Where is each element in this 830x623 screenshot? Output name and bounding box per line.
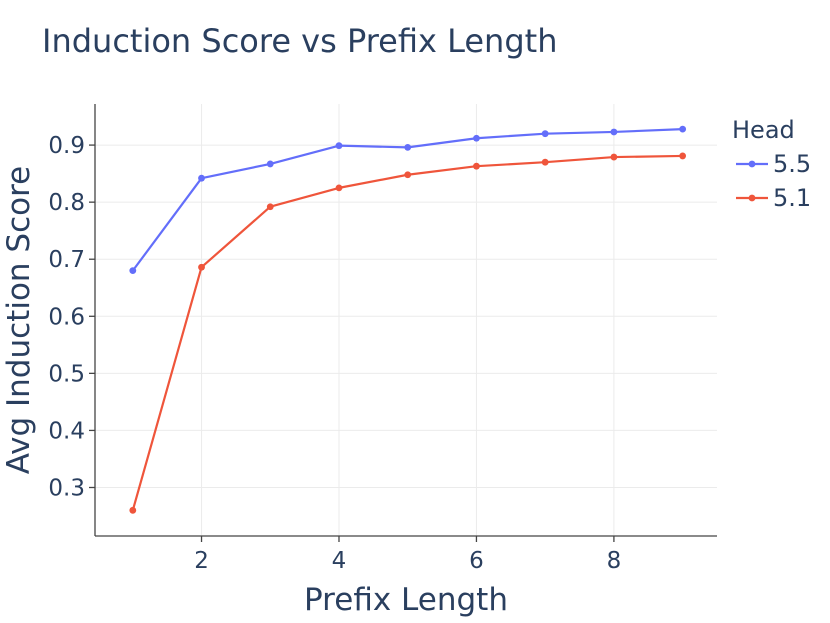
legend-items: 5.55.1: [736, 150, 811, 212]
data-point: [335, 184, 343, 192]
y-tick-label: 0.5: [48, 361, 85, 387]
data-point: [679, 125, 687, 133]
y-gridlines: [95, 144, 717, 488]
x-tick-label: 2: [194, 548, 209, 574]
series-5-5: [129, 125, 687, 275]
legend-item: 5.1: [736, 184, 811, 212]
y-axis-title: Avg Induction Score: [1, 166, 37, 475]
x-tick-label: 8: [607, 548, 622, 574]
data-point: [679, 152, 687, 160]
legend-title: Head: [732, 116, 795, 144]
data-point: [610, 128, 618, 136]
y-tick-label: 0.7: [48, 247, 85, 273]
legend-label: 5.1: [773, 184, 811, 212]
data-point: [610, 153, 618, 161]
data-point: [404, 143, 412, 151]
series-line: [131, 154, 683, 511]
legend-label: 5.5: [773, 150, 811, 178]
y-axis-ticks: 0.3 0.4 0.5 0.6 0.7 0.8 0.9: [48, 133, 95, 501]
series-5-1: [129, 152, 687, 514]
x-tick-label: 4: [332, 548, 347, 574]
data-point: [266, 160, 274, 168]
x-gridlines: [201, 104, 615, 536]
data-point: [541, 130, 549, 138]
chart-title: Induction Score vs Prefix Length: [42, 22, 557, 60]
y-tick-label: 0.8: [48, 190, 85, 216]
y-tick-label: 0.9: [48, 133, 85, 159]
data-point: [335, 142, 343, 150]
data-point: [129, 267, 137, 275]
data-point: [541, 158, 549, 166]
legend-swatch-marker: [748, 160, 756, 168]
x-tick-label: 6: [469, 548, 484, 574]
data-point: [198, 263, 205, 271]
data-point: [473, 162, 480, 170]
legend: Head 5.55.1: [732, 116, 811, 212]
legend-swatch-marker: [748, 194, 756, 202]
data-point: [473, 134, 480, 142]
y-tick-label: 0.6: [48, 304, 85, 330]
x-axis-title: Prefix Length: [304, 582, 508, 618]
legend-item: 5.5: [736, 150, 811, 178]
data-point: [266, 203, 274, 211]
y-tick-label: 0.3: [48, 475, 85, 501]
data-point: [404, 171, 412, 179]
series-layer: [129, 125, 687, 514]
data-point: [129, 506, 137, 514]
y-tick-label: 0.4: [48, 418, 85, 444]
x-axis-ticks: 2 4 6 8: [194, 536, 621, 574]
data-point: [198, 174, 205, 182]
